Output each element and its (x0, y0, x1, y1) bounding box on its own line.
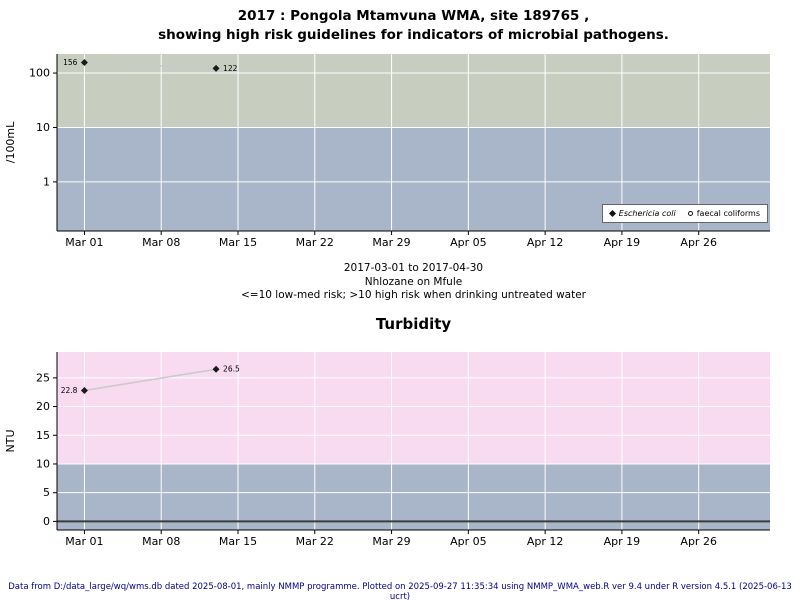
chart-title-line1: 2017 : Pongola Mtamvuna WMA, site 189765… (237, 8, 590, 24)
data-point-label: 156 (63, 58, 78, 67)
x-tick-label: Apr 05 (450, 535, 487, 548)
risk-band-above (57, 54, 770, 128)
y-tick-label: 15 (36, 429, 50, 442)
caption-site-name: Nhlozane on Mfule (364, 275, 463, 288)
x-tick-label: Mar 01 (65, 535, 103, 548)
x-tick-label: Mar 22 (296, 236, 334, 249)
legend-item-ecoli: Eschericia coli (608, 209, 676, 218)
risk-band-above (57, 352, 770, 464)
risk-band-below (57, 463, 770, 530)
y-tick-label: 5 (43, 486, 50, 499)
x-tick-label: Mar 29 (372, 535, 410, 548)
y-tick-label: 20 (36, 400, 50, 413)
circle-marker-icon (687, 211, 693, 216)
chart-title-line2: showing high risk guidelines for indicat… (158, 27, 669, 43)
x-tick-label: Apr 26 (680, 535, 717, 548)
diamond-marker-icon (608, 209, 616, 218)
x-tick-label: Mar 01 (65, 236, 103, 249)
y-tick-label: 10 (36, 121, 50, 134)
data-point (212, 64, 220, 72)
y-tick-label: 100 (29, 67, 50, 80)
data-point-label: 26.5 (223, 365, 240, 374)
footer-note: Data from D:/data_large/wq/wms.db dated … (8, 582, 792, 600)
x-tick-label: Mar 15 (219, 236, 257, 249)
x-tick-label: Apr 19 (604, 535, 641, 548)
caption-date-range: 2017-03-01 to 2017-04-30 (343, 262, 484, 274)
x-tick-label: Mar 08 (142, 535, 180, 548)
x-tick-label: Mar 15 (219, 535, 257, 548)
data-point-label: 122 (223, 64, 238, 73)
turbidity-title: Turbidity (375, 315, 452, 333)
legend-label-ecoli: Eschericia coli (618, 209, 676, 218)
data-point (212, 365, 220, 373)
chart-title: 2017 : Pongola Mtamvuna WMA, site 189765… (57, 7, 770, 45)
y-axis-label: NTU (4, 430, 17, 453)
y-axis-label: /100mL (4, 121, 17, 163)
x-tick-label: Apr 19 (604, 236, 641, 249)
y-tick-label: 1 (43, 175, 50, 188)
data-point-label: 22.8 (61, 386, 78, 395)
series-line (84, 61, 217, 70)
microbial-pathogens-chart: Mar 01 Mar 08 Mar 15 Mar 22 Mar 29 Apr 05 Apr … (4, 54, 770, 249)
caption-risk-note: <=10 low-med risk; >10 high risk when dr… (240, 289, 587, 301)
data-point (80, 386, 88, 394)
x-tick-label: Mar 08 (142, 236, 180, 249)
turbidity-chart: Mar 01 Mar 08 Mar 15 Mar 22 Mar 29 Apr 05 Apr … (4, 352, 770, 548)
x-tick-label: Mar 22 (296, 535, 334, 548)
x-tick-label: Apr 12 (527, 236, 564, 249)
y-tick-label: 0 (43, 515, 50, 528)
x-tick-label: Apr 26 (680, 236, 717, 249)
legend-label-faecal-coliforms: faecal coliforms (696, 209, 760, 218)
y-tick-label: 25 (36, 371, 50, 384)
legend-item-faecal-coliforms: faecal coliforms (687, 209, 760, 218)
chart-captions: 2017-03-01 to 2017-04-30 Nhlozane on Mfu… (57, 262, 770, 303)
x-tick-label: Apr 05 (450, 236, 487, 249)
y-tick-label: 10 (36, 457, 50, 470)
series-line (84, 368, 217, 392)
x-tick-label: Apr 12 (527, 535, 564, 548)
legend: Eschericia coli faecal coliforms (601, 204, 768, 223)
x-tick-label: Mar 29 (372, 236, 410, 249)
data-point (80, 59, 88, 67)
